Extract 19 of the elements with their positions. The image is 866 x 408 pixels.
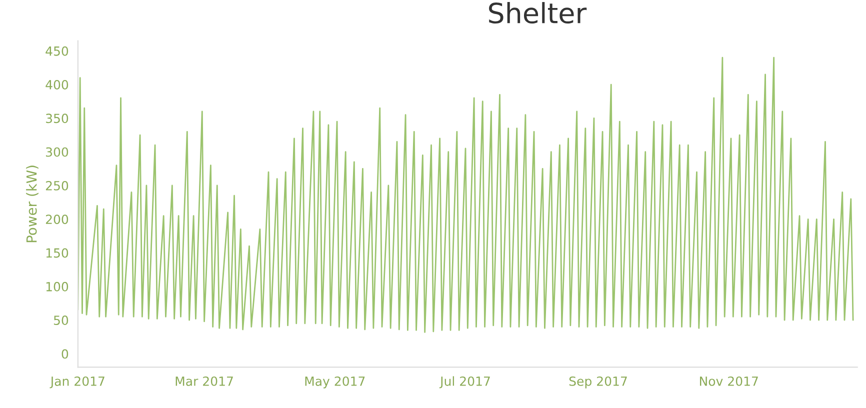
x-tick-label: Sep 2017 [569,376,627,388]
x-tick-label: Mar 2017 [176,376,233,386]
y-tick-label: 200 [46,214,68,224]
y-tick-label: 300 [46,147,68,157]
y-axis-title: Power (kW) [26,166,38,242]
y-tick-label: 0 [62,349,68,359]
y-tick-label: 450 [46,46,68,56]
x-tick-label: Nov 2017 [700,376,758,386]
line-series [78,56,854,333]
y-tick-label: 350 [46,114,68,124]
y-tick-label: 50 [54,316,68,326]
y-tick-label: 400 [46,80,68,90]
chart-title: Shelter [489,2,587,24]
y-tick-label: 250 [46,180,68,190]
x-tick-label: May 2017 [305,376,365,388]
x-tick-label: Jul 2017 [439,376,490,388]
y-tick-label: 150 [46,248,68,258]
x-tick-label: Jan 2017 [50,376,104,388]
y-tick-label: 100 [46,282,68,292]
